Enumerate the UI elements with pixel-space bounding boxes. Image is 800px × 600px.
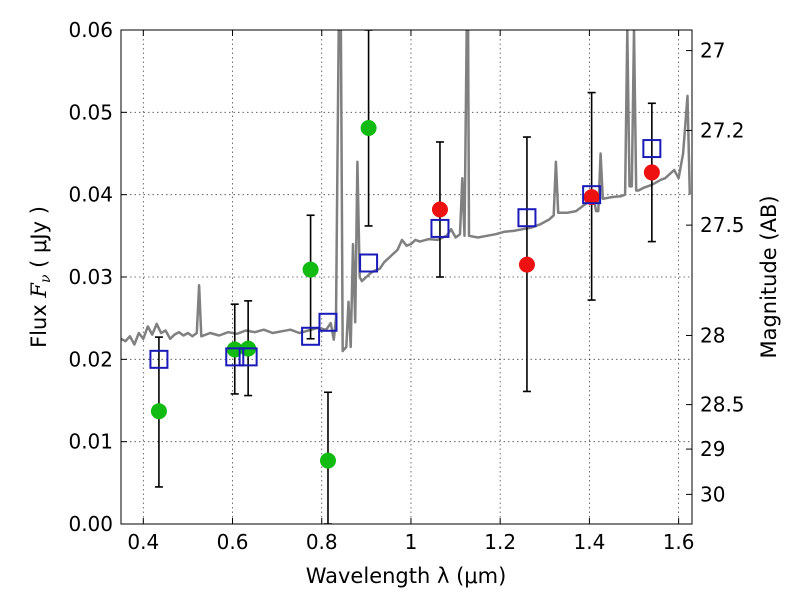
green-data-point [360,119,377,136]
y-tick-label: 0.02 [68,347,113,371]
model-square-point [225,347,245,367]
x-tick-label: 1.4 [573,530,605,554]
y-tick-label: 0.05 [68,100,113,124]
x-tick-label: 1.6 [663,530,695,554]
x-tick-label: 1 [405,530,418,554]
y-axis-label-suffix: ( μJy ) [27,206,51,274]
spectrum-line [121,30,692,353]
y-axis-label-prefix: Flux [27,298,51,348]
y-tick-label: 0.00 [68,512,113,536]
right-tick-label: 29 [700,437,725,461]
red-data-point [643,164,660,181]
green-data-point [302,261,319,278]
x-axis-label: Wavelength λ (μm) [306,564,507,588]
green-data-point [150,403,167,420]
model-square-point [642,139,662,159]
model-square-point [318,312,338,332]
right-axis-label: Magnitude (AB) [757,195,781,358]
y-axis-label: Flux Fν ( μJy ) [27,206,54,348]
model-square-point [517,208,537,228]
right-tick-label: 27.2 [700,118,745,142]
right-tick-label: 30 [700,482,725,506]
y-axis-label-subscript: ν [38,274,54,283]
ticks: 0.4 0.6 0.8 1 1.2 1.4 1.6 0.00 0.01 0.02 0.03 0.04 0… [68,18,744,554]
red-data-point [431,201,448,218]
right-tick-label: 28.5 [700,393,745,417]
green-data-point [319,452,336,469]
red-data-point [518,256,535,273]
y-tick-label: 0.06 [68,18,113,42]
model-square-point [359,253,379,273]
model-square-point [301,326,321,346]
y-tick-label: 0.03 [68,265,113,289]
model-square-point [149,349,169,369]
y-tick-label: 0.01 [68,430,113,454]
right-tick-label: 27 [700,39,725,63]
model-square-point [430,218,450,238]
red-data-point [583,189,600,206]
model-square-point [582,185,602,205]
model-square-point [238,347,258,367]
plot-area [121,30,692,524]
x-tick-label: 0.8 [306,530,338,554]
x-tick-label: 0.4 [127,530,159,554]
y-axis-label-symbol: F [27,282,51,299]
y-tick-label: 0.04 [68,183,113,207]
x-tick-label: 1.2 [484,530,516,554]
right-tick-label: 27.5 [700,213,745,237]
x-tick-label: 0.6 [217,530,249,554]
right-tick-label: 28 [700,323,725,347]
